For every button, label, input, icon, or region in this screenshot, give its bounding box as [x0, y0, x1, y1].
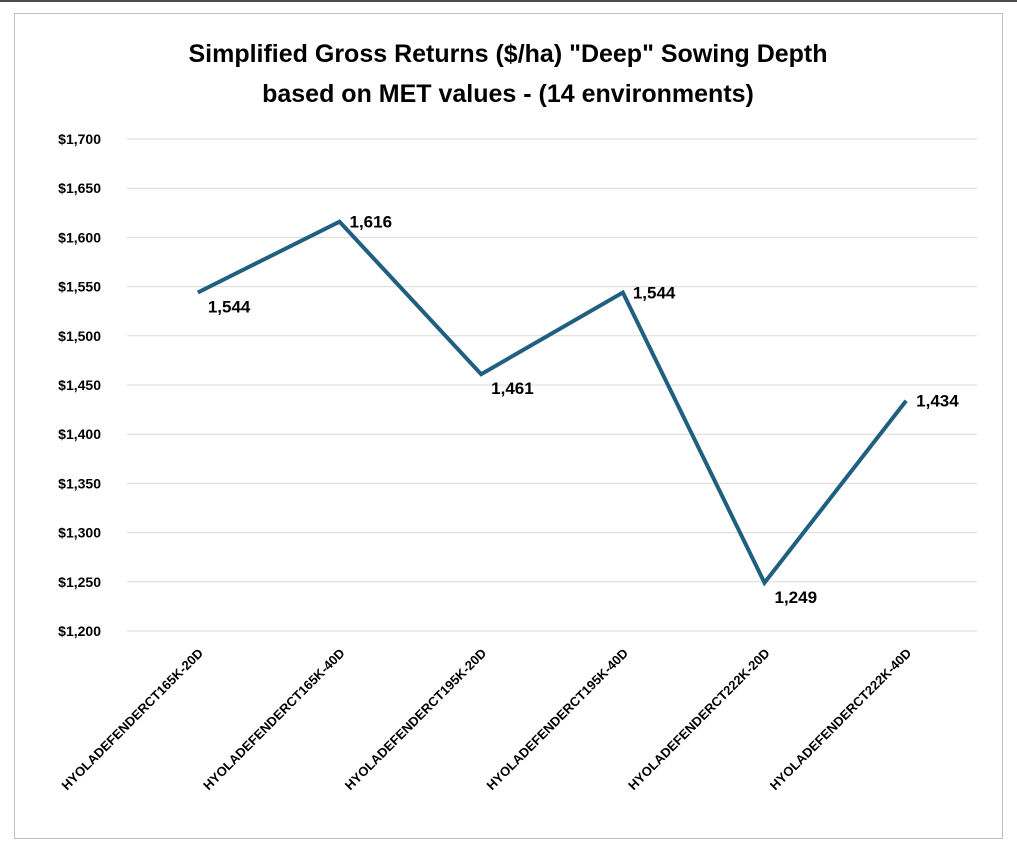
x-category-label: HYOLADEFENDERCT195K-20D — [342, 646, 489, 793]
series-layer — [196, 219, 908, 587]
y-tick-label: $1,200 — [58, 623, 101, 639]
gridlines — [127, 138, 977, 632]
y-tick-label: $1,650 — [58, 180, 101, 196]
chart-area: Simplified Gross Returns ($/ha) "Deep" S… — [14, 13, 1003, 839]
data-label: 1,544 — [633, 284, 676, 303]
line-chart: Simplified Gross Returns ($/ha) "Deep" S… — [58, 40, 977, 793]
data-label: 1,434 — [916, 392, 959, 411]
y-tick-label: $1,350 — [58, 475, 101, 491]
x-category-label: HYOLADEFENDERCT195K-40D — [483, 646, 630, 793]
y-tick-label: $1,400 — [58, 426, 101, 442]
y-tick-label: $1,250 — [58, 574, 101, 590]
x-category-label: HYOLADEFENDERCT165K-20D — [58, 646, 205, 793]
x-category-label: HYOLADEFENDERCT165K-40D — [200, 646, 347, 793]
y-tick-label: $1,550 — [58, 279, 101, 295]
y-tick-label: $1,700 — [58, 131, 101, 147]
chart-title-line-1: Simplified Gross Returns ($/ha) "Deep" S… — [188, 40, 827, 68]
y-tick-label: $1,300 — [58, 525, 101, 541]
x-category-label: HYOLADEFENDERCT222K-20D — [625, 646, 772, 793]
window-top-border — [0, 0, 1017, 2]
y-tick-label: $1,500 — [58, 328, 101, 344]
series-line — [196, 219, 908, 587]
data-label: 1,249 — [775, 588, 818, 607]
x-axis-category-labels: HYOLADEFENDERCT165K-20DHYOLADEFENDERCT16… — [58, 646, 914, 793]
y-axis-tick-labels: $1,200 $1,250 $1,300 $1,350 $1,400 $1,450 $1,5… — [58, 131, 101, 639]
chart-title-line-2: based on MET values - (14 environments) — [262, 80, 754, 108]
x-category-label: HYOLADEFENDERCT222K-40D — [767, 646, 914, 793]
data-label: 1,461 — [491, 379, 534, 398]
data-label: 1,616 — [350, 213, 393, 232]
y-tick-label: $1,600 — [58, 229, 101, 245]
data-label: 1,544 — [208, 298, 251, 317]
y-tick-label: $1,450 — [58, 377, 101, 393]
data-labels: 1,544 1,616 1,461 1,544 1,249 1,434 — [208, 213, 959, 607]
